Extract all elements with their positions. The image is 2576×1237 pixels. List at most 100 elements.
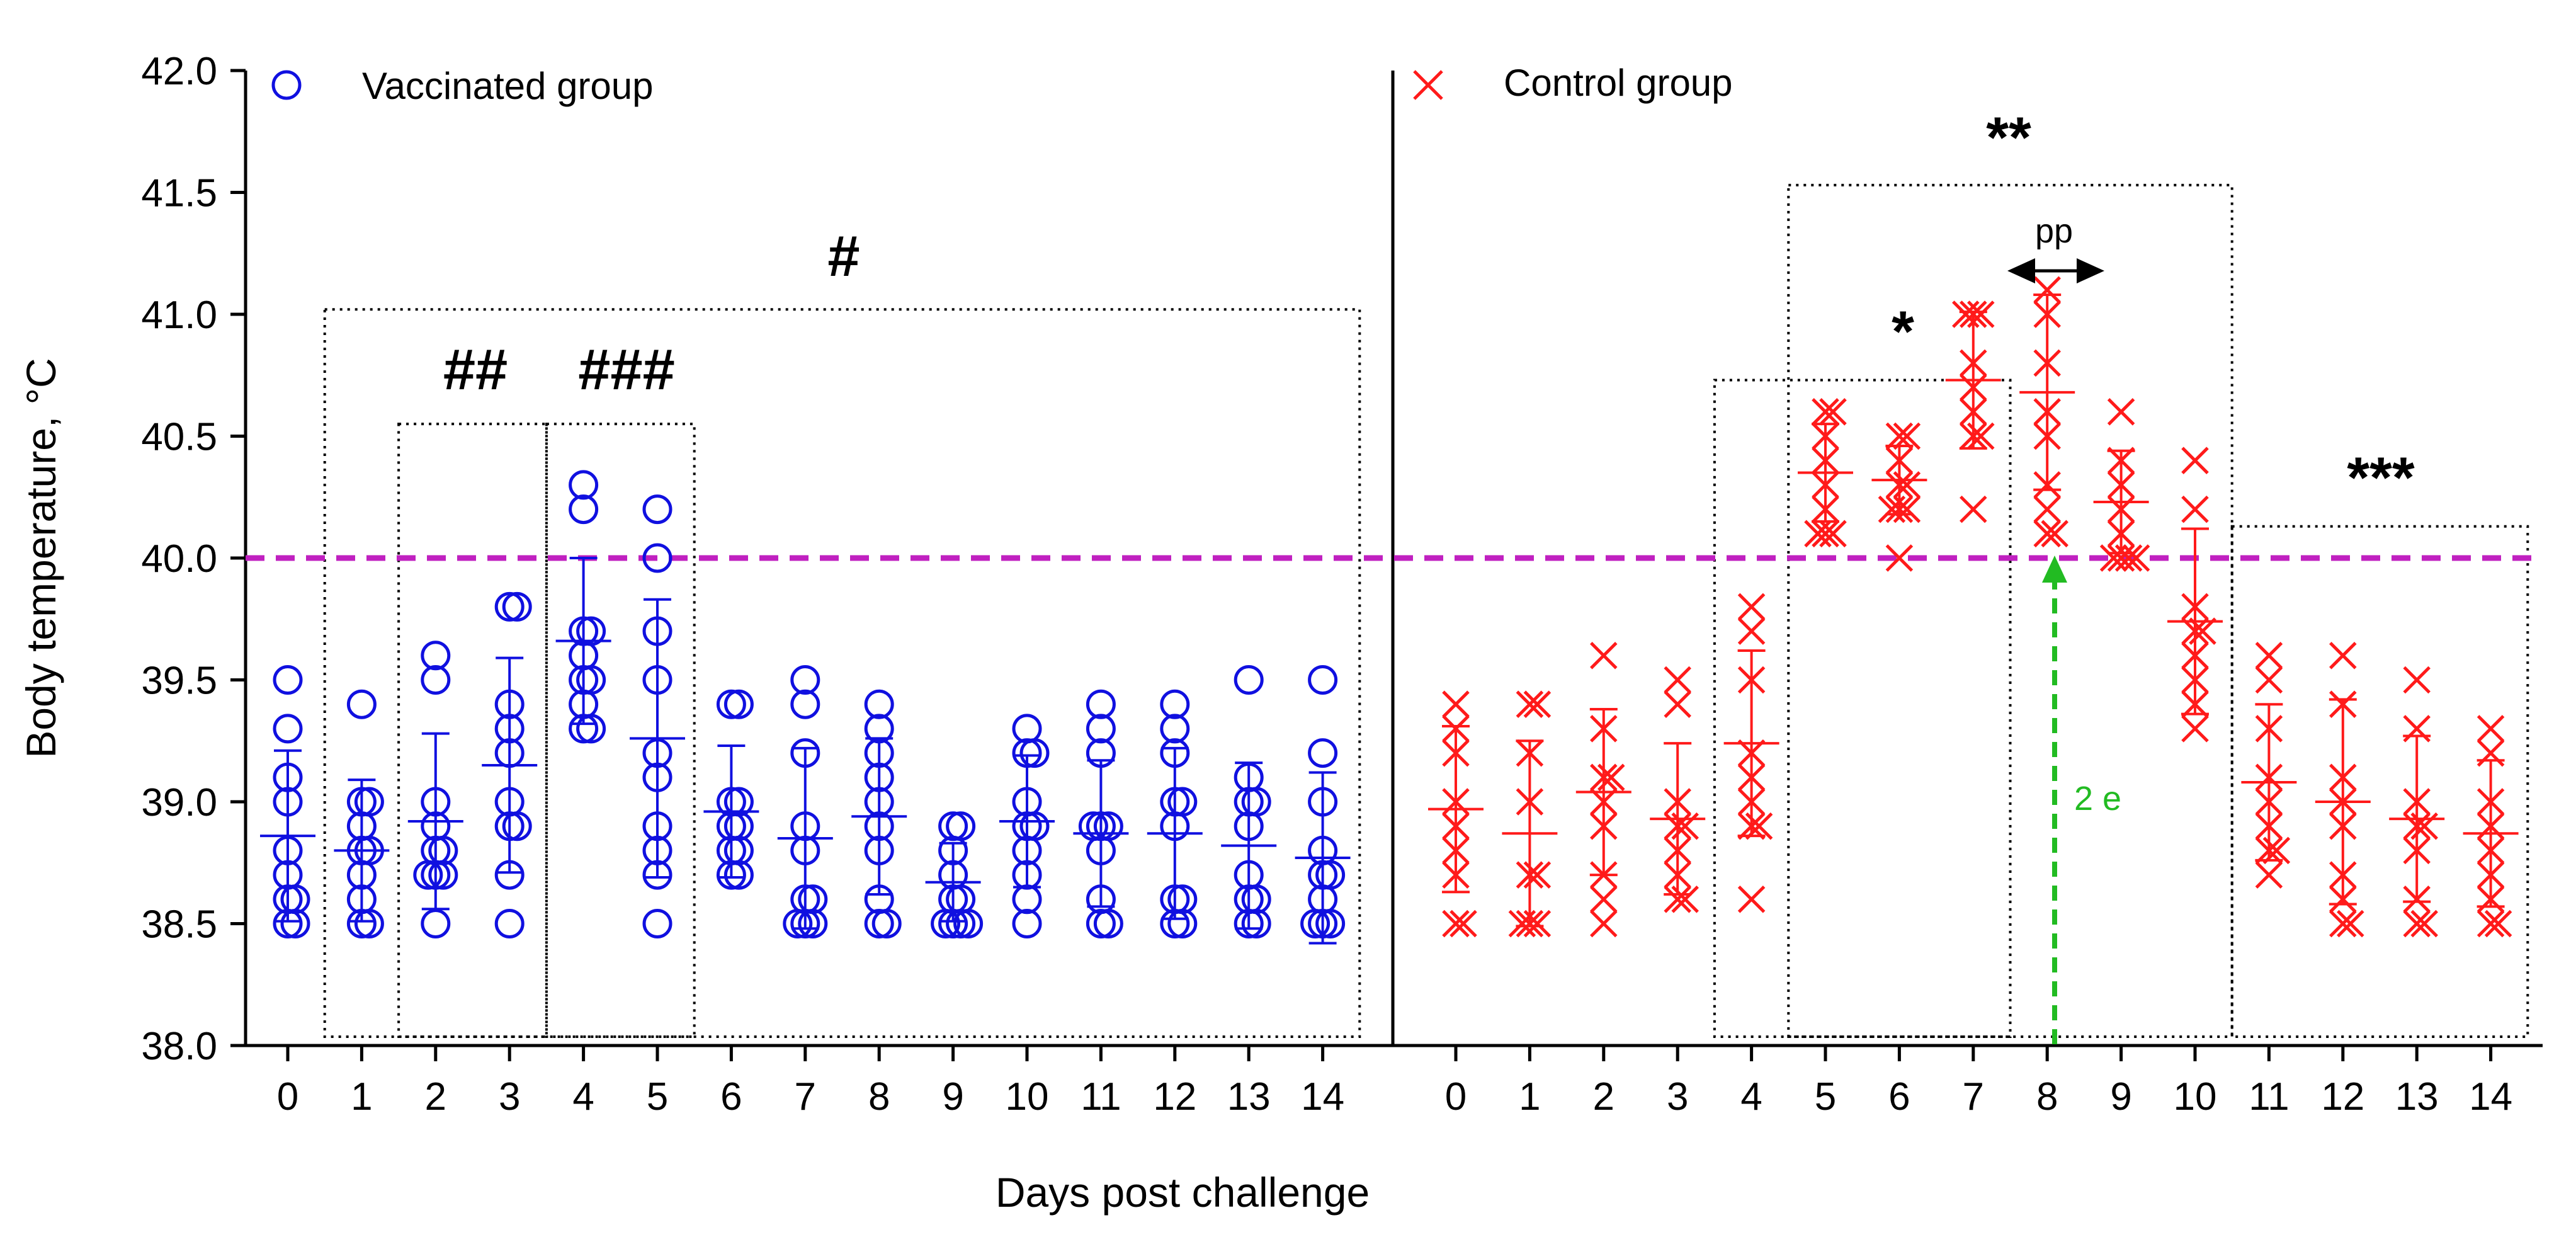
significance-box [323, 308, 1361, 1038]
x-tick-label: 14 [1301, 1075, 1344, 1119]
vaccinated-data-point [1160, 714, 1190, 744]
sig-label-vaccinated-all: # [827, 224, 860, 288]
x-tick-label: 5 [1815, 1075, 1836, 1119]
control-data-point [2033, 276, 2061, 304]
x-tick-label: 4 [1740, 1075, 1762, 1119]
control-data-point [1960, 495, 1987, 523]
x-tick-label: 10 [1006, 1075, 1049, 1119]
control-data-point [1442, 690, 1470, 718]
x-tick-label: 2 [425, 1075, 446, 1119]
control-data-point [2041, 520, 2068, 548]
control-data-point [1590, 909, 1618, 938]
x-tick-label: 6 [1888, 1075, 1910, 1119]
x-tick-label: 14 [2469, 1075, 2512, 1119]
vaccinated-data-point [931, 909, 961, 938]
x-tick-label: 8 [2036, 1075, 2058, 1119]
significance-box [397, 423, 548, 1038]
vaccinated-data-point [790, 665, 820, 695]
y-tick-label: 42.0 [141, 50, 217, 93]
control-data-point [1885, 544, 1914, 572]
control-data-point [2255, 642, 2283, 670]
x-tick-label: 5 [647, 1075, 668, 1119]
control-data-point [1737, 617, 1766, 645]
vaccinated-data-point [723, 860, 754, 890]
vaccinated-data-point [642, 543, 672, 573]
vaccinated-data-point [871, 909, 902, 938]
control-data-point [2122, 544, 2150, 572]
vaccinated-data-point [421, 909, 451, 938]
x-tick-label: 9 [942, 1075, 963, 1119]
vaccinated-data-point [790, 689, 820, 719]
x-tick-label: 13 [1227, 1075, 1271, 1119]
x-tick-label: 9 [2110, 1075, 2131, 1119]
vaccinated-data-point [1086, 909, 1116, 938]
control-data-point [1812, 398, 1839, 426]
pp-annotation-label: pp [2035, 212, 2073, 250]
significance-box [2230, 525, 2529, 1038]
control-data-point [1442, 909, 1470, 938]
vaccinated-data-point [1160, 689, 1190, 719]
vaccinated-data-point [723, 689, 754, 719]
y-tick-label: 39.0 [141, 781, 217, 824]
vaccinated-data-point [494, 591, 525, 622]
control-data-point [2181, 495, 2209, 523]
vaccinated-data-point [1308, 738, 1338, 768]
x-tick-label: 11 [2249, 1075, 2289, 1119]
sig-label-vaccinated-days-2-3: ## [443, 338, 508, 402]
x-tick-label: 1 [1519, 1075, 1540, 1119]
x-axis-title: Days post challenge [996, 1169, 1370, 1216]
control-data-point [2329, 642, 2357, 670]
control-data-point [2484, 909, 2512, 938]
control-data-point [1804, 520, 1832, 548]
control-data-point [1812, 520, 1839, 548]
sig-label-control-days-4-7: * [1892, 300, 1914, 364]
x-tick-label: 3 [499, 1075, 520, 1119]
control-data-point [2255, 666, 2283, 694]
control-data-point [2033, 520, 2061, 548]
x-tick-label: 3 [1667, 1075, 1688, 1119]
legend-vaccinated-label: Vaccinated group [362, 65, 654, 107]
legend-vaccinated-marker [271, 70, 302, 100]
vaccinated-data-point [1241, 909, 1271, 938]
control-data-point [1590, 886, 1618, 913]
sig-label-vaccinated-days-4-5: ### [578, 338, 675, 402]
green-arrow-label: 2 e [2074, 780, 2121, 818]
vaccinated-data-point [864, 689, 894, 719]
vaccinated-data-point [1308, 665, 1338, 695]
x-tick-label: 6 [720, 1075, 742, 1119]
vaccinated-data-point [273, 665, 303, 695]
significance-box [545, 423, 696, 1038]
vaccinated-data-point [428, 860, 458, 890]
vaccinated-data-point [569, 494, 599, 525]
control-data-point [2477, 715, 2505, 743]
vaccinated-data-point [273, 714, 303, 744]
x-tick-label: 12 [2321, 1075, 2364, 1119]
vaccinated-data-point [1234, 665, 1264, 695]
vaccinated-data-point [1167, 909, 1198, 938]
vaccinated-data-point [346, 689, 377, 719]
vaccinated-data-point [946, 909, 976, 938]
y-tick-label: 40.0 [141, 537, 217, 581]
control-data-point [1590, 642, 1618, 670]
control-data-point [2403, 909, 2431, 938]
control-data-point [2107, 398, 2135, 426]
vaccinated-data-point [576, 714, 606, 744]
control-data-point [2329, 909, 2357, 938]
x-tick-label: 11 [1081, 1075, 1121, 1119]
vaccinated-data-point [421, 665, 451, 695]
y-tick-label: 39.5 [141, 659, 217, 703]
legend-control-label: Control group [1504, 62, 1733, 104]
control-data-point [2255, 861, 2283, 889]
y-tick-label: 41.0 [141, 294, 217, 337]
vaccinated-data-point [421, 641, 451, 671]
vaccinated-data-point [1012, 909, 1042, 938]
vaccinated-data-point [783, 909, 813, 938]
vaccinated-data-point [642, 494, 672, 525]
x-tick-label: 0 [277, 1075, 298, 1119]
control-data-point [1664, 690, 1691, 718]
x-tick-label: 7 [795, 1075, 816, 1119]
control-data-point [1737, 593, 1766, 621]
vaccinated-data-point [953, 909, 984, 938]
control-data-point [2403, 666, 2431, 694]
